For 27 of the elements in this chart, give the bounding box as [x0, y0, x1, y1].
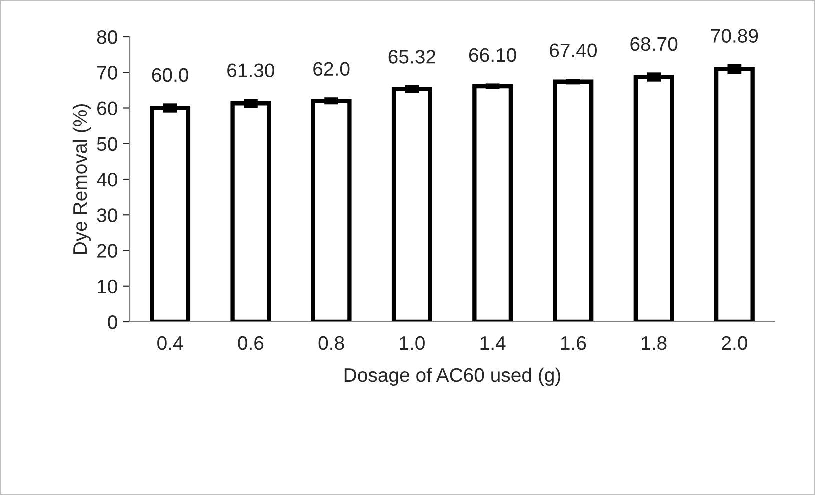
- x-tick-label: 0.4: [158, 336, 184, 350]
- data-label: 65.32: [388, 50, 436, 64]
- y-tick-label: 20: [98, 244, 118, 258]
- y-tick-label: 0: [108, 315, 118, 330]
- y-tick-label: 70: [98, 66, 118, 80]
- data-label: 70.89: [711, 29, 758, 43]
- x-tick-label: 2.0: [722, 336, 748, 350]
- y-axis-title: Dye Removal (%): [72, 104, 92, 254]
- y-tick-label: 30: [97, 208, 118, 222]
- x-tick-label: 1.8: [642, 336, 667, 350]
- y-tick-label: 40: [97, 172, 118, 187]
- data-label: 61.30: [228, 64, 275, 78]
- x-tick-label: 0.8: [318, 336, 344, 350]
- data-label: 60.0: [152, 68, 188, 82]
- x-tick-label: 0.6: [238, 336, 264, 350]
- x-tick-label: 1.0: [400, 336, 425, 350]
- x-tick-label: 1.4: [480, 336, 506, 350]
- data-label: 66.10: [469, 48, 516, 62]
- data-label: 68.70: [630, 37, 678, 52]
- y-tick-label: 10: [98, 280, 118, 294]
- data-label: 67.40: [550, 44, 598, 58]
- y-tick-label: 80: [97, 30, 118, 44]
- x-axis-title: Dosage of AC60 used (g): [344, 368, 560, 386]
- x-tick-label: 1.6: [561, 336, 586, 350]
- y-tick-label: 60: [98, 102, 118, 116]
- y-tick-label: 50: [97, 137, 118, 152]
- data-label: 62.0: [314, 62, 350, 76]
